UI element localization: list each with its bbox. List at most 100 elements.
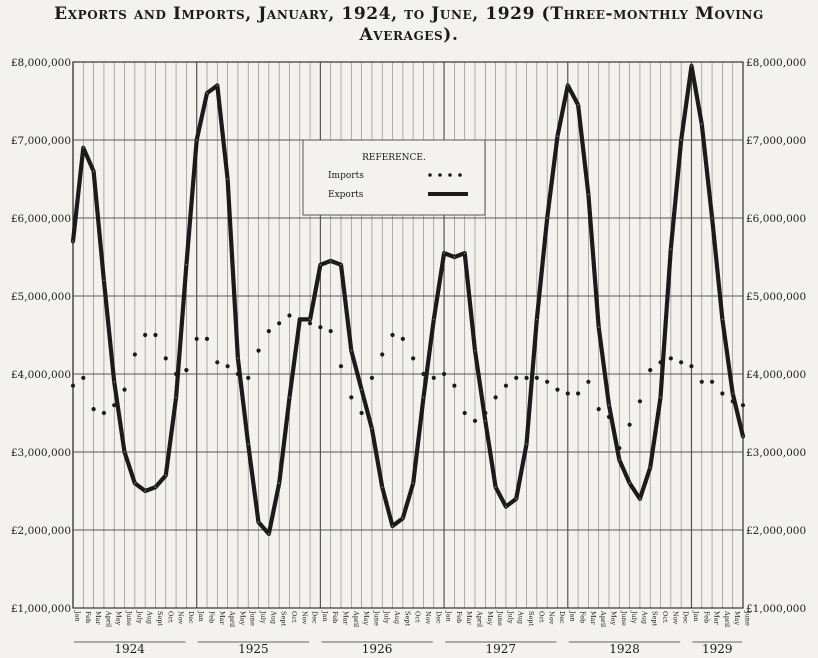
imports-point: [338, 364, 344, 369]
x-month-label: July: [630, 610, 638, 624]
x-month-label: Jan: [445, 610, 453, 622]
exports-point: [649, 466, 652, 469]
x-month-label: Nov: [300, 611, 308, 625]
imports-point: [606, 414, 612, 419]
imports-point: [586, 379, 591, 384]
x-month-label: June: [125, 610, 133, 626]
imports-point: [91, 407, 96, 412]
x-month-label: Feb: [455, 611, 463, 623]
x-month-label: May: [486, 611, 494, 626]
legend-label-imports: Imports: [328, 171, 364, 181]
exports-points: [72, 65, 744, 535]
exports-point: [319, 263, 322, 266]
exports-point: [350, 349, 353, 352]
imports-point: [503, 383, 509, 388]
exports-point: [381, 486, 384, 488]
x-month-label: Aug: [269, 610, 277, 624]
x-month-label: June: [620, 610, 628, 626]
imports-point: [462, 410, 467, 416]
imports-point: [390, 332, 395, 338]
exports-point: [82, 146, 85, 149]
y-tick-label-right: £4,000,000: [746, 369, 806, 381]
x-month-label: Jan: [74, 610, 82, 622]
x-month-label: Sept: [527, 611, 535, 626]
exports-point: [185, 263, 188, 266]
imports-point: [215, 360, 220, 365]
x-month-label: Dec: [682, 611, 690, 624]
y-tick-label-left: £6,000,000: [11, 213, 71, 225]
x-month-label: April: [228, 610, 236, 627]
exports-point: [546, 217, 549, 219]
imports-point: [730, 399, 735, 404]
imports-point: [70, 383, 76, 388]
imports-point: [204, 336, 210, 341]
exports-point: [474, 349, 476, 352]
imports-point: [194, 336, 199, 341]
x-month-label: Feb: [579, 611, 587, 623]
x-month-label: Mar: [342, 611, 350, 626]
exports-point: [515, 497, 518, 500]
imports-point: [483, 410, 488, 416]
x-month-label: May: [115, 611, 123, 626]
exports-point: [72, 240, 74, 243]
exports-point: [113, 380, 116, 383]
exports-point: [711, 217, 713, 219]
imports-point: [318, 325, 323, 330]
y-tick-label-left: £3,000,000: [11, 447, 71, 459]
exports-point: [659, 396, 662, 399]
y-tick-label-left: £4,000,000: [11, 369, 71, 381]
y-tick-label-left: £7,000,000: [11, 135, 71, 147]
exports-point: [133, 482, 136, 485]
x-month-label: Dec: [434, 611, 442, 624]
imports-point: [740, 403, 746, 408]
exports-point: [237, 357, 239, 360]
x-month-label: Nov: [177, 611, 185, 625]
x-month-label: Oct: [290, 611, 298, 623]
exports-point: [432, 318, 435, 321]
imports-point: [307, 321, 313, 326]
exports-point: [278, 482, 281, 485]
x-month-label: Nov: [424, 611, 432, 625]
imports-point: [277, 321, 282, 326]
imports-point: [679, 360, 684, 365]
exports-point: [144, 490, 147, 492]
y-tick-label-left: £1,000,000: [11, 603, 71, 615]
exports-point: [340, 263, 342, 266]
x-year-label: 1925: [238, 642, 269, 656]
x-year-label: 1927: [485, 642, 516, 656]
exports-point: [309, 318, 311, 321]
x-month-label: June: [249, 610, 257, 626]
x-month-label: July: [135, 610, 143, 624]
exports-point: [401, 517, 404, 520]
x-month-label: Oct: [414, 611, 422, 623]
imports-point: [287, 313, 292, 318]
exports-point: [628, 482, 631, 485]
x-month-label: July: [506, 610, 514, 624]
imports-point: [648, 368, 653, 373]
x-month-label: May: [610, 611, 618, 626]
y-tick-label-right: £7,000,000: [746, 135, 806, 147]
imports-point: [235, 371, 241, 377]
imports-point: [256, 348, 261, 353]
exports-point: [257, 521, 260, 524]
x-month-label: Jan: [568, 610, 576, 622]
imports-point: [112, 403, 117, 408]
x-month-label: Nov: [548, 611, 556, 625]
y-tick-label-right: £3,000,000: [746, 447, 806, 459]
x-month-label: Jan: [321, 610, 329, 622]
imports-point: [369, 375, 375, 380]
exports-point: [690, 65, 693, 67]
x-month-label: June: [496, 610, 504, 626]
exports-point: [453, 256, 456, 258]
imports-point: [709, 379, 715, 384]
x-month-label: Mar: [465, 611, 473, 626]
exports-point: [505, 505, 507, 508]
y-tick-label-left: £8,000,000: [11, 57, 71, 69]
imports-point: [122, 387, 127, 392]
chart-title: Exports and Imports, January, 1924, to J…: [54, 4, 764, 24]
x-month-label: Sept: [651, 611, 659, 626]
x-month-label: Mar: [94, 611, 102, 626]
x-month-label: April: [104, 610, 112, 627]
imports-point: [555, 387, 560, 392]
y-tick-label-right: £8,000,000: [746, 57, 806, 69]
